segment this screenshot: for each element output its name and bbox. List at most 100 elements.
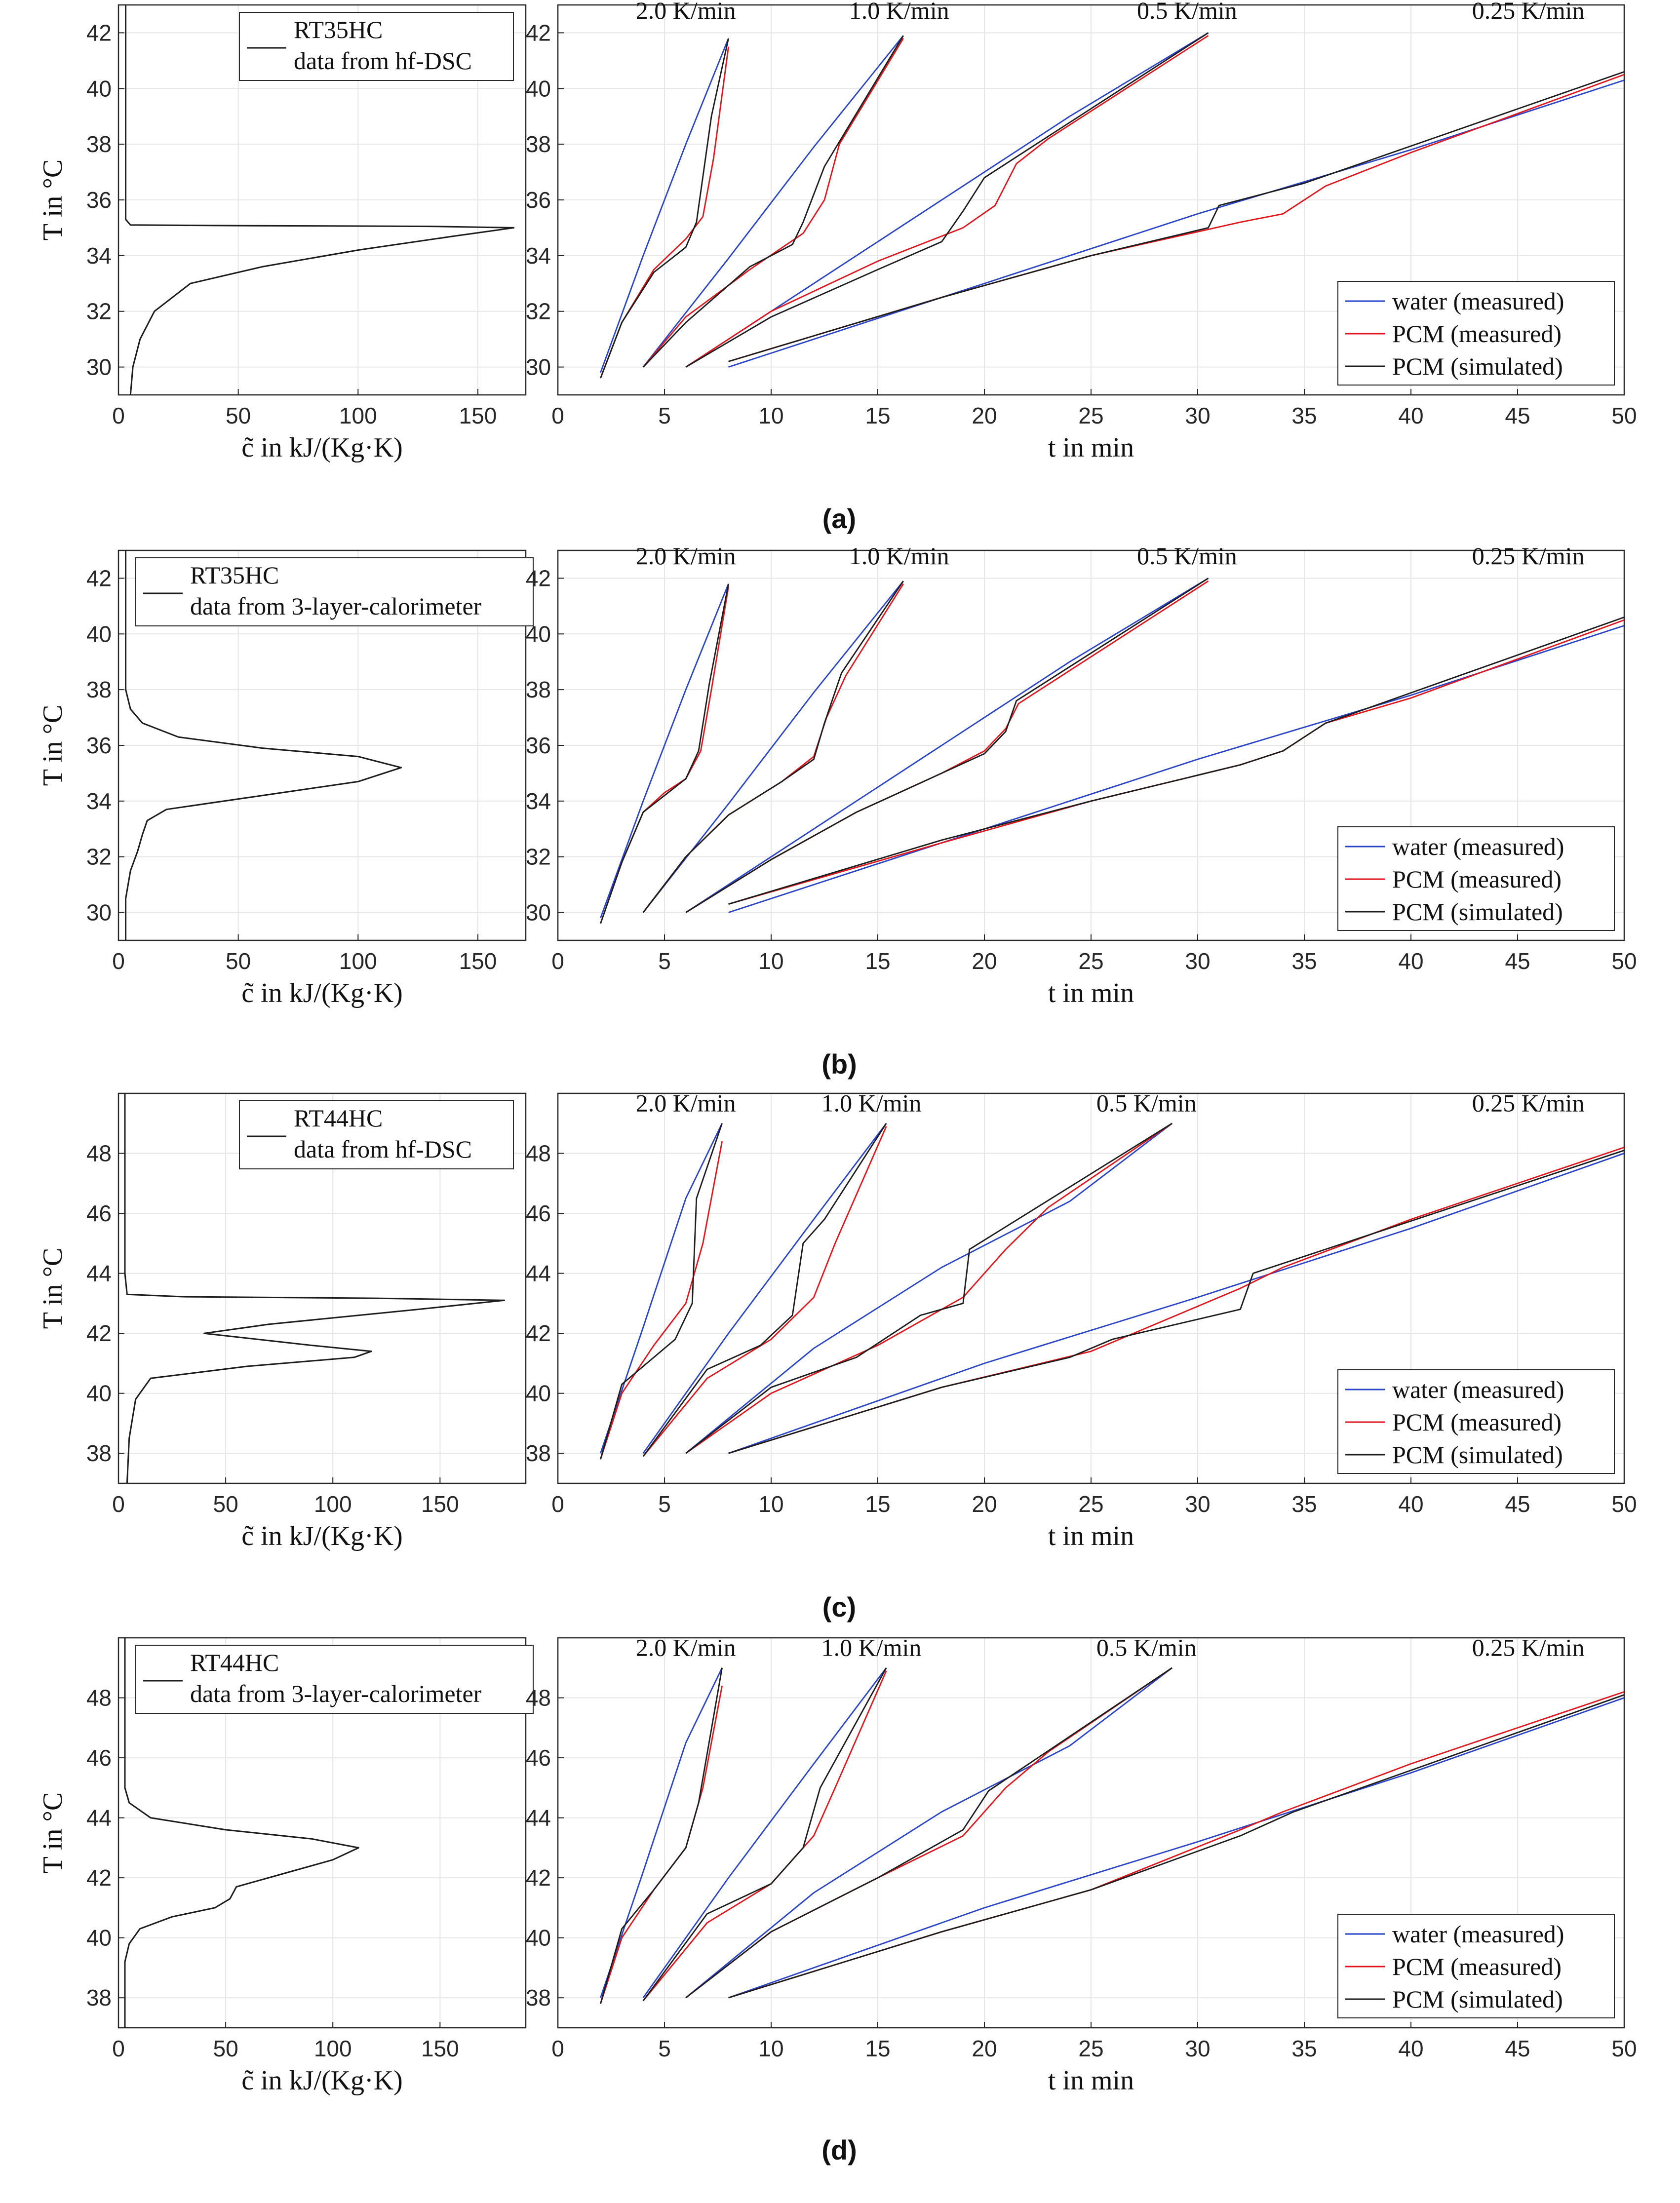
- heating-rate-label: 1.0 K/min: [849, 542, 949, 570]
- left-legend-a: RT35HC data from hf-DSC: [239, 12, 514, 81]
- left-a-ytick-label: 38: [86, 131, 112, 157]
- right-d-ytick-label: 44: [526, 1805, 551, 1831]
- y-axis-label: T in °C: [38, 1792, 68, 1874]
- pcm-simulated-line: [642, 35, 904, 368]
- right-d-xtick-label: 35: [1291, 2036, 1317, 2061]
- right-b-ytick-label: 40: [526, 621, 551, 647]
- water-measured-legend-label: water (measured): [1392, 1920, 1564, 1948]
- left-legend-box: [135, 557, 534, 626]
- left-legend-source: data from hf-DSC: [294, 47, 472, 75]
- heating-rate-label: 0.25 K/min: [1472, 1089, 1585, 1117]
- left-c-ytick-label: 48: [86, 1141, 112, 1166]
- pcm-simulated-line: [685, 32, 1209, 368]
- right-c-ytick-label: 40: [526, 1381, 551, 1406]
- right-c-ytick-label: 44: [526, 1261, 551, 1286]
- left-d-xtick-label: 0: [112, 2036, 125, 2061]
- pcm-measured-line: [642, 1126, 887, 1457]
- right-c-xtick-label: 30: [1185, 1491, 1210, 1517]
- panel-caption: (b): [821, 1048, 857, 1080]
- heating-rate-label: 0.25 K/min: [1472, 1633, 1585, 1661]
- water-measured-line: [728, 1697, 1625, 1999]
- right-b-xtick-label: 35: [1291, 948, 1317, 974]
- left-b-xtick-label: 0: [112, 948, 125, 974]
- pcm-simulated-legend-label: PCM (simulated): [1392, 1985, 1563, 2013]
- left-d-ytick-label: 40: [86, 1925, 112, 1951]
- left-b-xtick-label: 100: [339, 948, 377, 974]
- left-c-ytick-label: 42: [86, 1320, 112, 1346]
- right-b-ytick-label: 32: [526, 844, 551, 870]
- pcm-simulated-line: [685, 1122, 1172, 1454]
- heating-rate-label: 2.0 K/min: [636, 0, 736, 24]
- left-b-ytick-label: 36: [86, 733, 112, 758]
- heating-rate-label: 0.5 K/min: [1137, 542, 1237, 570]
- heating-rate-label: 2.0 K/min: [636, 1089, 736, 1117]
- water-measured-legend-label: water (measured): [1392, 833, 1564, 860]
- right-x-axis-label: t in min: [1048, 1521, 1134, 1551]
- right-d-ytick-label: 46: [526, 1745, 551, 1771]
- right-b-ytick-label: 38: [526, 677, 551, 702]
- panel-caption: (d): [821, 2134, 857, 2165]
- right-c-xtick-label: 20: [972, 1491, 997, 1517]
- heating-rate-label: 0.25 K/min: [1472, 542, 1585, 570]
- left-b-ytick-label: 34: [86, 788, 112, 814]
- right-b-xtick-label: 5: [658, 948, 671, 974]
- water-measured-legend-label: water (measured): [1392, 287, 1564, 315]
- right-c-xtick-label: 35: [1291, 1491, 1317, 1517]
- right-d-ytick-label: 38: [526, 1985, 551, 2010]
- left-legend-material: RT44HC: [190, 1649, 279, 1676]
- right-b-xtick-label: 15: [865, 948, 890, 974]
- left-legend-d: RT44HC data from 3-layer-calorimeter: [135, 1645, 534, 1714]
- right-d-ytick-label: 42: [526, 1865, 551, 1891]
- pcm-measured-legend-label: PCM (measured): [1392, 865, 1562, 893]
- water-measured-line: [685, 578, 1209, 913]
- right-b-axes-frame: [557, 549, 1625, 941]
- right-a-xtick-label: 0: [551, 403, 564, 428]
- left-d-ytick-label: 48: [86, 1685, 112, 1711]
- right-c-xtick-label: 0: [551, 1491, 564, 1517]
- right-d-xtick-label: 15: [865, 2036, 890, 2061]
- left-c-xtick-label: 150: [421, 1491, 459, 1517]
- right-b-xtick-label: 10: [758, 948, 783, 974]
- right-c-xtick-label: 25: [1078, 1491, 1103, 1517]
- right-legend-b: water (measured) PCM (measured) PCM (simul…: [1337, 826, 1615, 931]
- heating-rate-label: 1.0 K/min: [821, 1633, 922, 1661]
- left-a-ytick-label: 42: [86, 20, 112, 45]
- left-d-ytick-label: 38: [86, 1985, 112, 2010]
- pcm-simulated-line: [642, 1667, 887, 2002]
- water-measured-line: [600, 583, 729, 919]
- right-d-xtick-label: 10: [758, 2036, 783, 2061]
- left-c-ytick-label: 40: [86, 1381, 112, 1406]
- right-d-xtick-label: 20: [972, 2036, 997, 2061]
- left-legend-box: [239, 12, 514, 81]
- left-b-axes-frame: [117, 549, 527, 941]
- right-a-xtick-label: 30: [1185, 403, 1210, 428]
- left-c-ytick-label: 38: [86, 1440, 112, 1466]
- panel-caption: (a): [822, 503, 856, 534]
- pcm-simulated-line: [600, 1123, 723, 1460]
- right-d-xtick-label: 50: [1611, 2036, 1637, 2061]
- y-axis-label: T in °C: [38, 705, 68, 786]
- right-c-axes-frame: [557, 1092, 1625, 1484]
- left-c-ytick-label: 46: [86, 1200, 112, 1226]
- right-b-xtick-label: 30: [1185, 948, 1210, 974]
- left-b-ytick-label: 42: [86, 565, 112, 591]
- pcm-simulated-legend-label: PCM (simulated): [1392, 1441, 1563, 1469]
- pcm-measured-legend-label: PCM (measured): [1392, 1408, 1562, 1436]
- right-d-xtick-label: 30: [1185, 2036, 1210, 2061]
- left-d-ytick-label: 44: [86, 1805, 112, 1831]
- pcm-simulated-line: [728, 1694, 1625, 1999]
- right-a-xtick-label: 40: [1398, 403, 1423, 428]
- panel-caption: (c): [822, 1591, 856, 1623]
- right-a-axes-frame: [557, 4, 1625, 396]
- panel-c-left-chart: 0 50 100 150 38 40 42 44 46 48 RT44HC data from hf-…: [38, 1092, 527, 1551]
- water-measured-line: [642, 1667, 887, 1999]
- left-x-axis-label: c̃ in kJ/(Kg·K): [241, 1521, 403, 1551]
- pcm-measured-line: [600, 1141, 723, 1460]
- right-a-ytick-label: 40: [526, 76, 551, 101]
- right-a-ytick-label: 38: [526, 131, 551, 157]
- right-d-axes-frame: [557, 1637, 1625, 2029]
- right-b-ytick-label: 34: [526, 788, 551, 814]
- left-a-ytick-label: 40: [86, 76, 112, 101]
- left-legend-source: data from hf-DSC: [294, 1135, 472, 1163]
- pcm-simulated-legend-label: PCM (simulated): [1392, 352, 1563, 380]
